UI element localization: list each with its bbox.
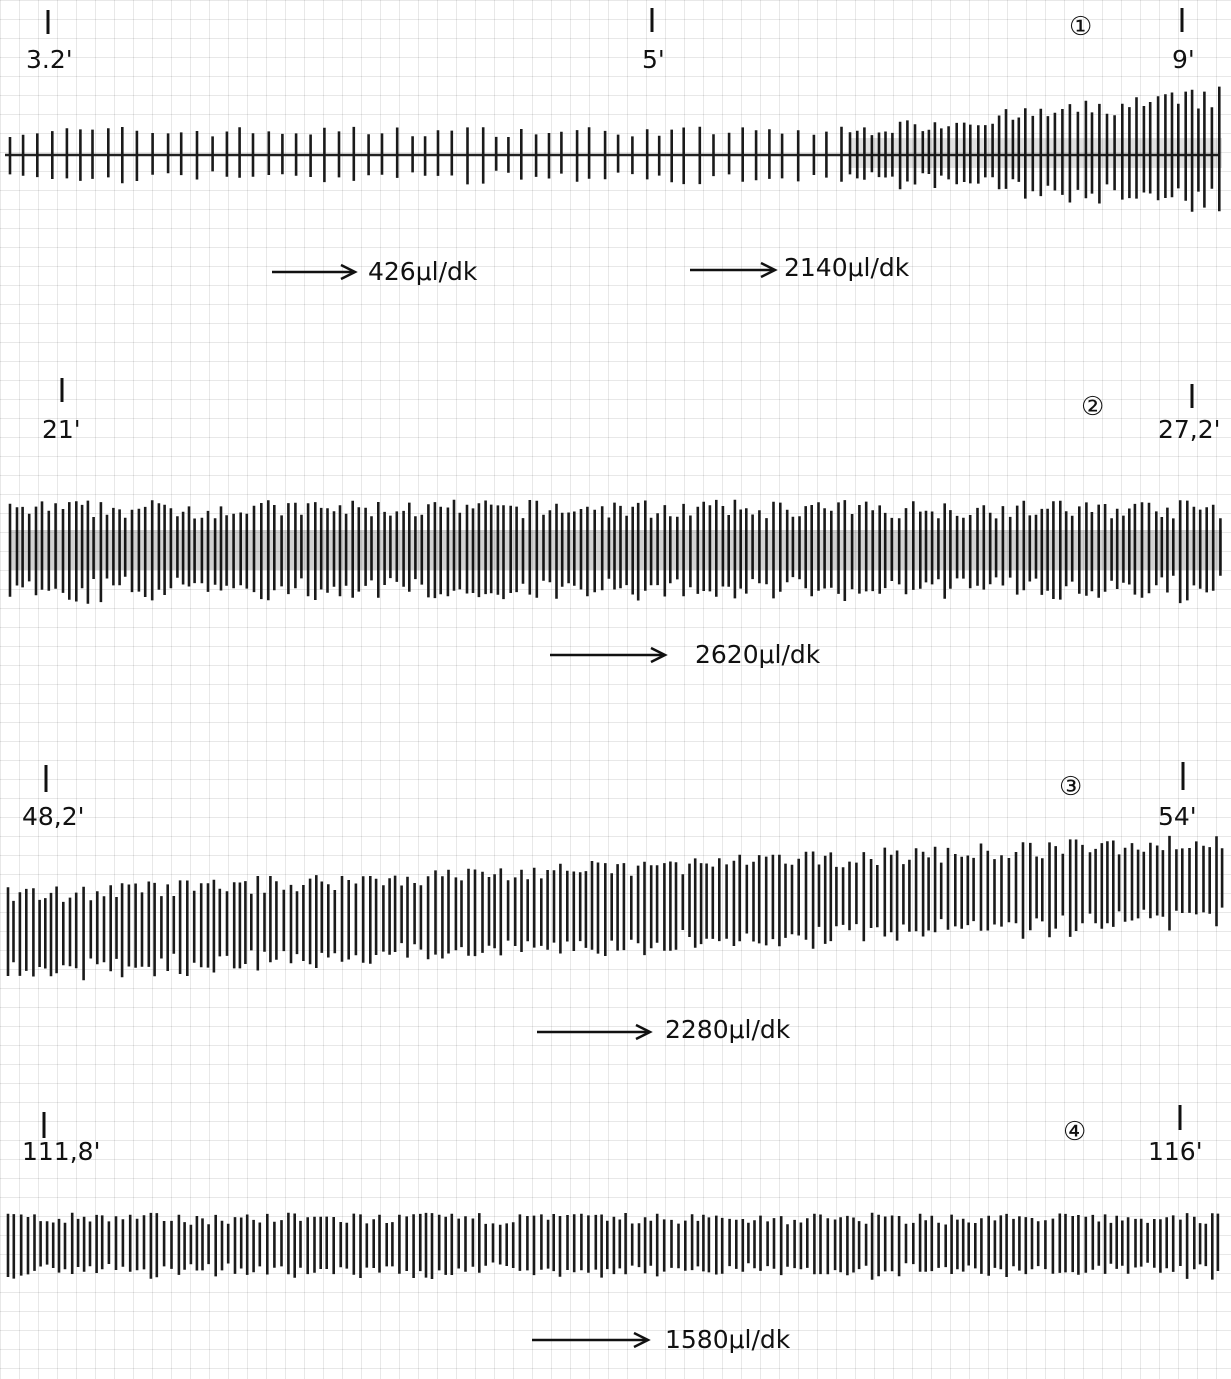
flow-rate: 2280μl/dk (665, 1015, 790, 1044)
panel-number: ④ (1063, 1117, 1086, 1147)
time-marker: 27,2' (1158, 415, 1221, 444)
trace-band (10, 530, 1222, 570)
flow-rate: 2620μl/dk (695, 640, 820, 669)
time-marker: 48,2' (22, 802, 85, 831)
time-marker: 54' (1158, 802, 1197, 831)
panel-number: ③ (1059, 772, 1082, 802)
trace-band (850, 138, 1222, 168)
time-marker: 21' (42, 415, 81, 444)
time-marker: 3.2' (26, 45, 73, 74)
time-marker: 9' (1172, 45, 1195, 74)
recording (0, 0, 1231, 1379)
trace (8, 836, 1222, 980)
flow-rate: 426μl/dk (368, 257, 477, 286)
time-marker: 5' (642, 45, 665, 74)
flow-rate: 1580μl/dk (665, 1325, 790, 1354)
panel-number: ② (1081, 392, 1104, 422)
page: ① 3.2' 5' 9' 426μl/dk 2140μl/dk ② 21' 27… (0, 0, 1231, 1379)
trace (8, 1213, 1218, 1280)
time-marker: 116' (1148, 1137, 1203, 1166)
panel-number: ① (1069, 12, 1092, 42)
time-marker: 111,8' (22, 1137, 100, 1166)
flow-rate: 2140μl/dk (784, 253, 909, 282)
